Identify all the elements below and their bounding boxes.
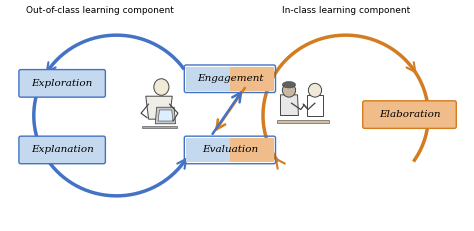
FancyBboxPatch shape (230, 138, 273, 162)
Text: Exploration: Exploration (31, 79, 93, 88)
Ellipse shape (154, 79, 169, 95)
Polygon shape (158, 110, 173, 121)
Text: Out-of-class learning component: Out-of-class learning component (26, 6, 174, 15)
Polygon shape (155, 107, 175, 124)
FancyBboxPatch shape (363, 101, 456, 128)
Text: Elaboration: Elaboration (379, 110, 440, 119)
Ellipse shape (309, 83, 321, 97)
FancyBboxPatch shape (186, 138, 230, 162)
Ellipse shape (283, 82, 296, 88)
Text: In-class learning component: In-class learning component (282, 6, 410, 15)
Text: Explanation: Explanation (31, 146, 93, 155)
Text: Engagement: Engagement (197, 74, 263, 83)
FancyBboxPatch shape (186, 67, 230, 91)
Polygon shape (277, 120, 329, 123)
Polygon shape (281, 95, 299, 116)
FancyBboxPatch shape (19, 70, 105, 97)
Polygon shape (143, 126, 177, 128)
Ellipse shape (283, 83, 296, 97)
FancyBboxPatch shape (19, 136, 105, 164)
FancyBboxPatch shape (230, 67, 273, 91)
Polygon shape (307, 95, 323, 116)
Polygon shape (146, 96, 172, 119)
Text: Evaluation: Evaluation (202, 146, 258, 155)
